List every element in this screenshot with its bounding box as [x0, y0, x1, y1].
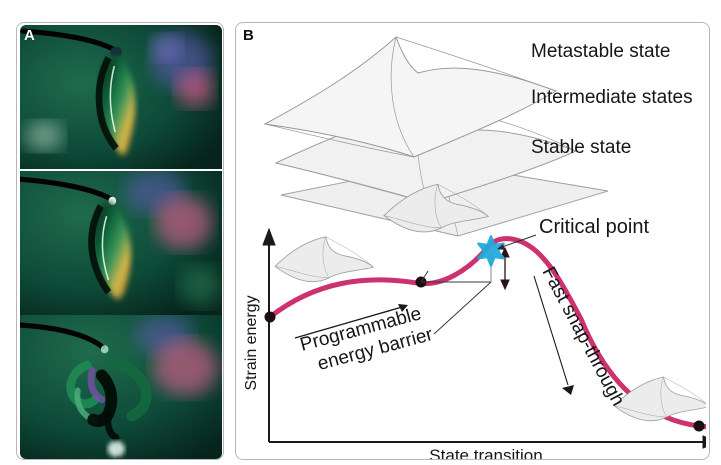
- svg-text:Fast snap-through: Fast snap-through: [538, 263, 629, 409]
- svg-text:Programmable energy ba: Programmable energy barrier: [298, 302, 436, 378]
- svg-text:State transition: State transition: [429, 446, 542, 460]
- svg-text:Stable state: Stable state: [531, 137, 631, 158]
- svg-text:Metastable state: Metastable state: [531, 41, 670, 62]
- svg-text:Critical point: Critical point: [539, 216, 649, 238]
- svg-text:Strain energy: Strain energy: [243, 295, 260, 390]
- svg-text:Intermediate states: Intermediate states: [531, 87, 693, 108]
